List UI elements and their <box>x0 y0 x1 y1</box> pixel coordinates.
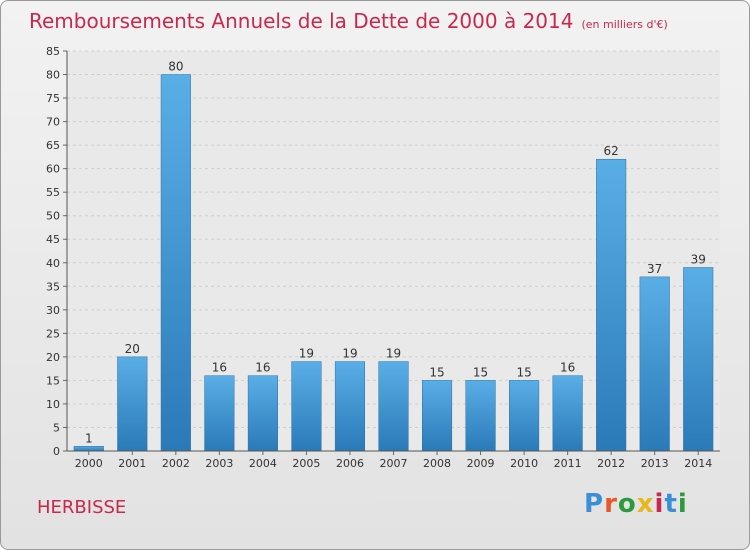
x-tick-label: 2013 <box>641 457 669 470</box>
value-label-2006: 19 <box>342 347 357 361</box>
x-tick-label: 2009 <box>467 457 495 470</box>
bar-2006 <box>334 361 366 452</box>
y-tick-label: 25 <box>46 327 60 340</box>
proxiti-logo: Proxiti <box>584 489 688 519</box>
y-tick-label: 85 <box>46 45 60 58</box>
bar-2003 <box>204 375 235 452</box>
logo-letter: o <box>617 489 637 519</box>
chart-title: Remboursements Annuels de la Dette de 20… <box>29 9 668 33</box>
bar-2013 <box>639 276 670 452</box>
y-tick-label: 30 <box>46 304 60 317</box>
y-tick-label: 10 <box>46 398 60 411</box>
value-label-2002: 80 <box>168 60 183 74</box>
y-tick-label: 75 <box>46 92 60 105</box>
y-tick-label: 70 <box>46 116 60 129</box>
title-text: Remboursements Annuels de la Dette de 20… <box>29 9 574 33</box>
x-tick-label: 2014 <box>684 457 712 470</box>
value-label-2008: 15 <box>429 365 444 379</box>
y-tick-label: 65 <box>46 139 60 152</box>
y-tick-label: 20 <box>46 351 60 364</box>
y-tick-label: 5 <box>53 421 60 434</box>
bar-2012 <box>596 158 627 452</box>
value-label-2014: 39 <box>691 252 706 266</box>
value-label-2013: 37 <box>647 262 662 276</box>
bar-2002 <box>160 74 191 452</box>
logo-letter: i <box>677 489 688 519</box>
bar-2010 <box>509 380 540 452</box>
value-label-2003: 16 <box>212 361 227 375</box>
value-label-2000: 1 <box>85 431 93 445</box>
x-tick-label: 2001 <box>118 457 146 470</box>
value-label-2012: 62 <box>604 144 619 158</box>
y-tick-label: 60 <box>46 163 60 176</box>
y-tick-label: 45 <box>46 233 60 246</box>
x-tick-label: 2008 <box>423 457 451 470</box>
value-label-2005: 19 <box>299 347 314 361</box>
bar-2001 <box>117 356 148 452</box>
x-tick-label: 2000 <box>75 457 103 470</box>
logo-letter: i <box>654 489 665 519</box>
x-tick-label: 2002 <box>162 457 190 470</box>
bar-2009 <box>465 380 496 452</box>
x-tick-label: 2012 <box>597 457 625 470</box>
y-tick-label: 15 <box>46 374 60 387</box>
x-tick-label: 2003 <box>205 457 233 470</box>
x-tick-label: 2004 <box>249 457 277 470</box>
x-tick-label: 2005 <box>292 457 320 470</box>
value-label-2007: 19 <box>386 347 401 361</box>
y-tick-label: 80 <box>46 69 60 82</box>
y-tick-label: 40 <box>46 257 60 270</box>
x-tick-label: 2007 <box>380 457 408 470</box>
y-tick-label: 55 <box>46 186 60 199</box>
title-unit: (en milliers d'€) <box>581 18 668 31</box>
value-label-2010: 15 <box>516 365 531 379</box>
logo-letter: t <box>664 489 678 519</box>
logo-letter: x <box>636 489 655 519</box>
x-tick-label: 2011 <box>554 457 582 470</box>
value-label-2009: 15 <box>473 365 488 379</box>
bar-2000 <box>73 446 104 452</box>
bar-2008 <box>421 380 453 452</box>
value-label-2011: 16 <box>560 361 575 375</box>
bar-2004 <box>247 375 278 452</box>
logo-letter: r <box>604 489 618 519</box>
x-tick-label: 2010 <box>510 457 538 470</box>
value-label-2004: 16 <box>255 361 270 375</box>
value-label-2001: 20 <box>125 342 140 356</box>
y-tick-label: 35 <box>46 280 60 293</box>
bar-2011 <box>552 375 583 452</box>
x-tick-label: 2006 <box>336 457 364 470</box>
y-tick-label: 50 <box>46 210 60 223</box>
commune-name: HERBISSE <box>37 497 127 518</box>
bar-2014 <box>683 267 714 452</box>
y-tick-label: 0 <box>53 445 60 458</box>
logo-letter: P <box>584 489 605 519</box>
bar-2007 <box>378 361 409 452</box>
bar-2005 <box>291 361 322 452</box>
